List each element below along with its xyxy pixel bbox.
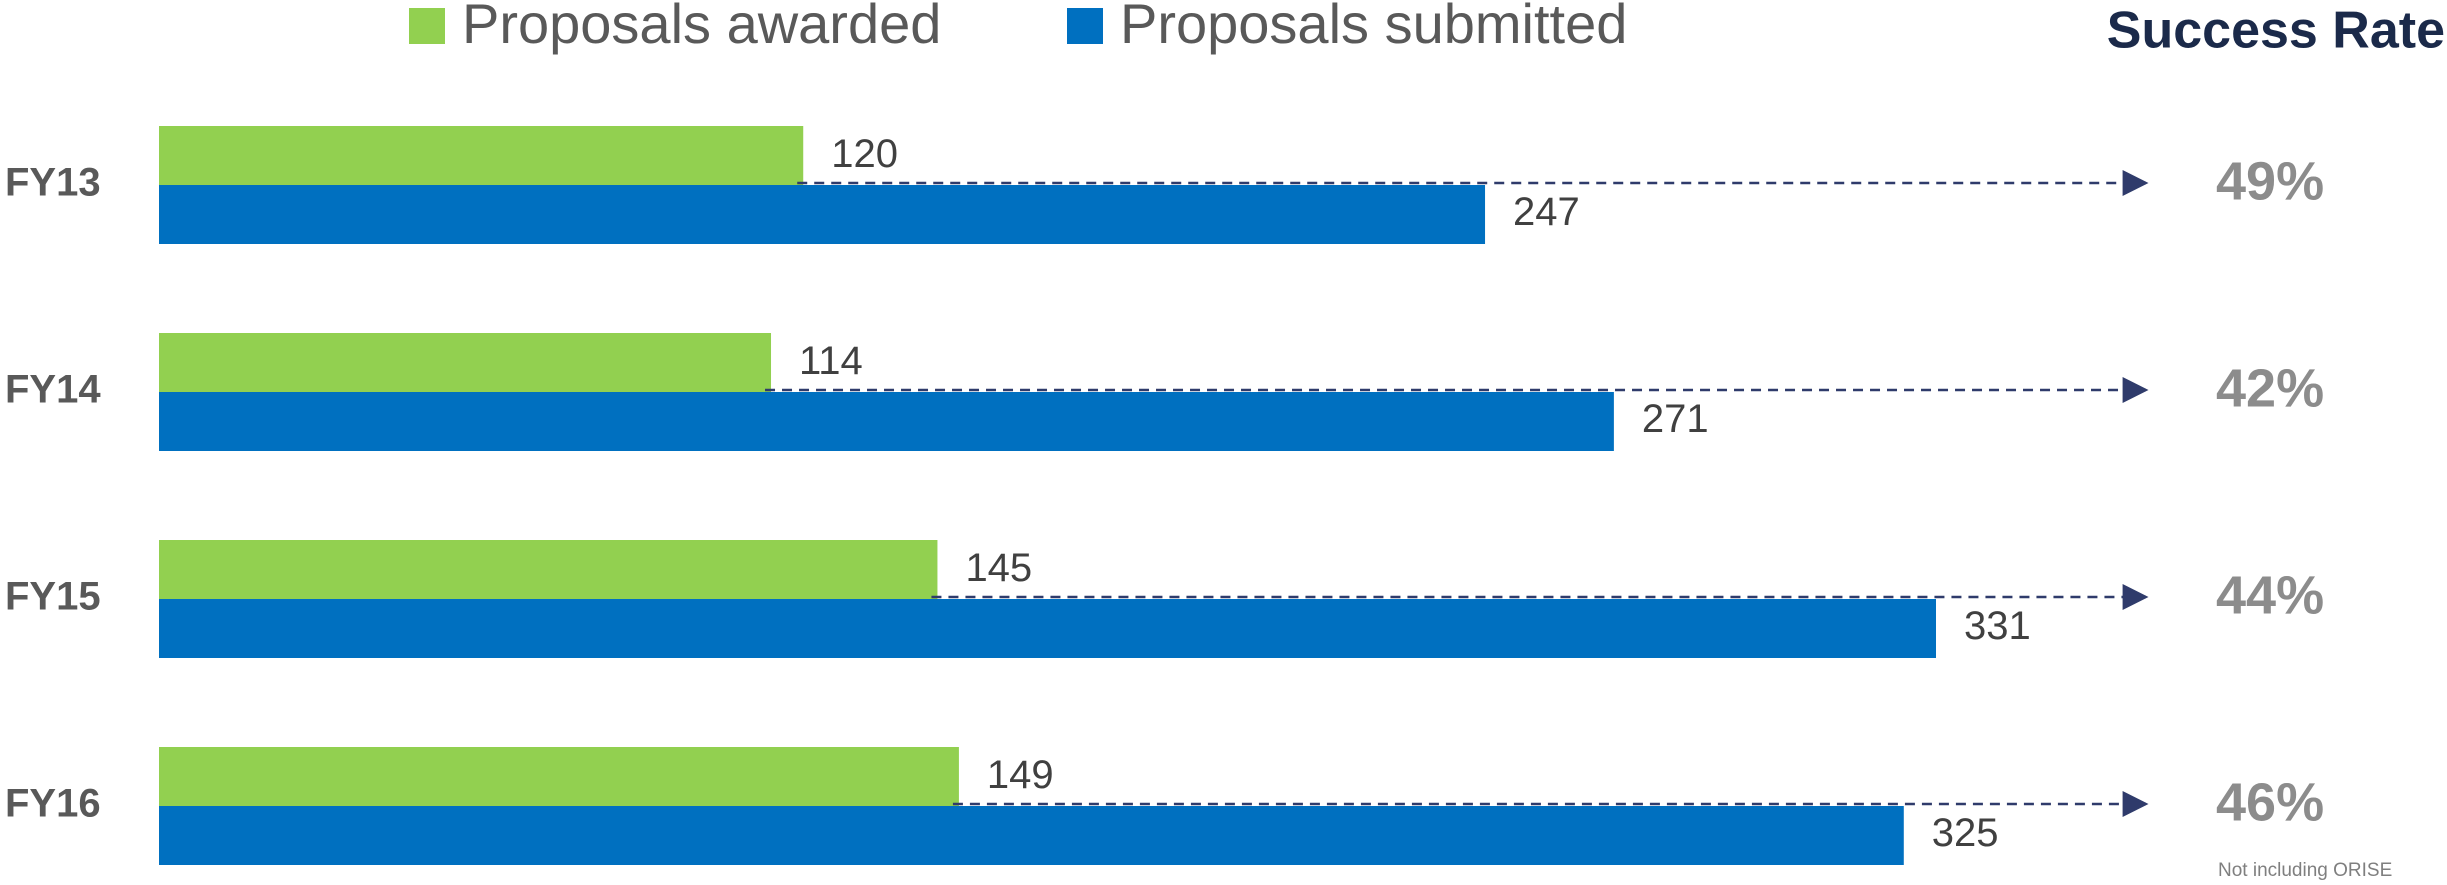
- category-label: FY15: [5, 575, 101, 619]
- success-rate-title: Success Rate: [2107, 2, 2445, 60]
- value-label: 120: [831, 132, 898, 176]
- category-label: FY14: [5, 368, 101, 412]
- category-label: FY13: [5, 161, 101, 205]
- bar: [159, 599, 1936, 658]
- value-label: 145: [965, 546, 1032, 590]
- value-label: 331: [1964, 604, 2031, 648]
- success-rate-label: 46%: [2216, 772, 2324, 832]
- value-label: 271: [1642, 397, 1709, 441]
- bar: [159, 333, 772, 392]
- value-label: 114: [799, 339, 863, 383]
- success-rate-label: 42%: [2216, 358, 2324, 418]
- legend-swatch: [409, 8, 445, 44]
- legend-label: Proposals submitted: [1120, 0, 1627, 55]
- success-rate-label: 49%: [2216, 151, 2324, 211]
- legend-label: Proposals awarded: [462, 0, 941, 55]
- legend-swatch: [1067, 8, 1103, 44]
- bar: [159, 185, 1486, 244]
- bar: [159, 392, 1614, 451]
- value-label: 149: [987, 753, 1054, 797]
- success-rate-label: 44%: [2216, 565, 2324, 625]
- category-label: FY16: [5, 782, 101, 826]
- bar: [159, 747, 959, 806]
- value-label: 325: [1932, 811, 1999, 855]
- bar: [159, 806, 1904, 865]
- value-label: 247: [1513, 190, 1580, 234]
- footnote: Not including ORISE: [2218, 860, 2392, 881]
- bar: [159, 126, 804, 185]
- bar: [159, 540, 938, 599]
